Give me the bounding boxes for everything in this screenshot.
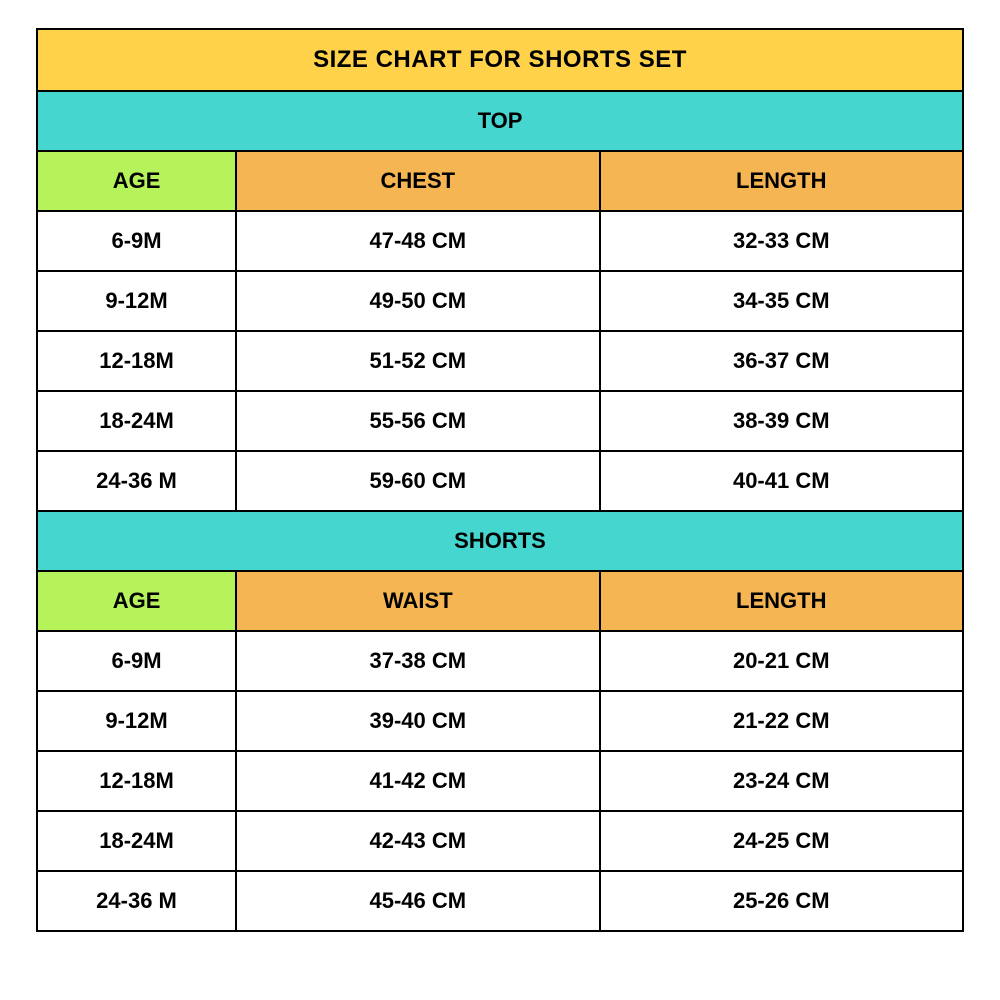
cell-waist: 39-40 CM [236, 691, 599, 751]
cell-age: 18-24M [37, 811, 236, 871]
cell-waist: 41-42 CM [236, 751, 599, 811]
cell-length: 40-41 CM [600, 451, 963, 511]
title-row: SIZE CHART FOR SHORTS SET [37, 29, 963, 91]
table-row: 18-24M 42-43 CM 24-25 CM [37, 811, 963, 871]
cell-age: 24-36 M [37, 451, 236, 511]
section-name: TOP [37, 91, 963, 151]
table-row: 12-18M 41-42 CM 23-24 CM [37, 751, 963, 811]
cell-age: 6-9M [37, 631, 236, 691]
cell-length: 38-39 CM [600, 391, 963, 451]
cell-waist: 37-38 CM [236, 631, 599, 691]
cell-chest: 55-56 CM [236, 391, 599, 451]
chart-title: SIZE CHART FOR SHORTS SET [37, 29, 963, 91]
col-header-length: LENGTH [600, 151, 963, 211]
cell-length: 34-35 CM [600, 271, 963, 331]
col-header-age: AGE [37, 151, 236, 211]
section-header: SHORTS [37, 511, 963, 571]
table-row: 12-18M 51-52 CM 36-37 CM [37, 331, 963, 391]
column-headers: AGE CHEST LENGTH [37, 151, 963, 211]
cell-age: 9-12M [37, 691, 236, 751]
cell-chest: 51-52 CM [236, 331, 599, 391]
cell-age: 9-12M [37, 271, 236, 331]
col-header-age: AGE [37, 571, 236, 631]
cell-chest: 59-60 CM [236, 451, 599, 511]
cell-waist: 42-43 CM [236, 811, 599, 871]
table-row: 6-9M 47-48 CM 32-33 CM [37, 211, 963, 271]
cell-length: 21-22 CM [600, 691, 963, 751]
cell-age: 18-24M [37, 391, 236, 451]
cell-length: 24-25 CM [600, 811, 963, 871]
table-row: 18-24M 55-56 CM 38-39 CM [37, 391, 963, 451]
table-row: 9-12M 39-40 CM 21-22 CM [37, 691, 963, 751]
col-header-length: LENGTH [600, 571, 963, 631]
cell-age: 24-36 M [37, 871, 236, 931]
cell-age: 6-9M [37, 211, 236, 271]
cell-age: 12-18M [37, 331, 236, 391]
table-row: 24-36 M 45-46 CM 25-26 CM [37, 871, 963, 931]
col-header-chest: CHEST [236, 151, 599, 211]
cell-length: 23-24 CM [600, 751, 963, 811]
cell-length: 32-33 CM [600, 211, 963, 271]
table-row: 9-12M 49-50 CM 34-35 CM [37, 271, 963, 331]
column-headers: AGE WAIST LENGTH [37, 571, 963, 631]
section-name: SHORTS [37, 511, 963, 571]
col-header-waist: WAIST [236, 571, 599, 631]
cell-age: 12-18M [37, 751, 236, 811]
cell-chest: 49-50 CM [236, 271, 599, 331]
cell-length: 36-37 CM [600, 331, 963, 391]
cell-length: 25-26 CM [600, 871, 963, 931]
section-header: TOP [37, 91, 963, 151]
table-row: 24-36 M 59-60 CM 40-41 CM [37, 451, 963, 511]
size-chart: SIZE CHART FOR SHORTS SET TOP AGE CHEST … [36, 28, 964, 932]
table-row: 6-9M 37-38 CM 20-21 CM [37, 631, 963, 691]
cell-waist: 45-46 CM [236, 871, 599, 931]
cell-length: 20-21 CM [600, 631, 963, 691]
cell-chest: 47-48 CM [236, 211, 599, 271]
